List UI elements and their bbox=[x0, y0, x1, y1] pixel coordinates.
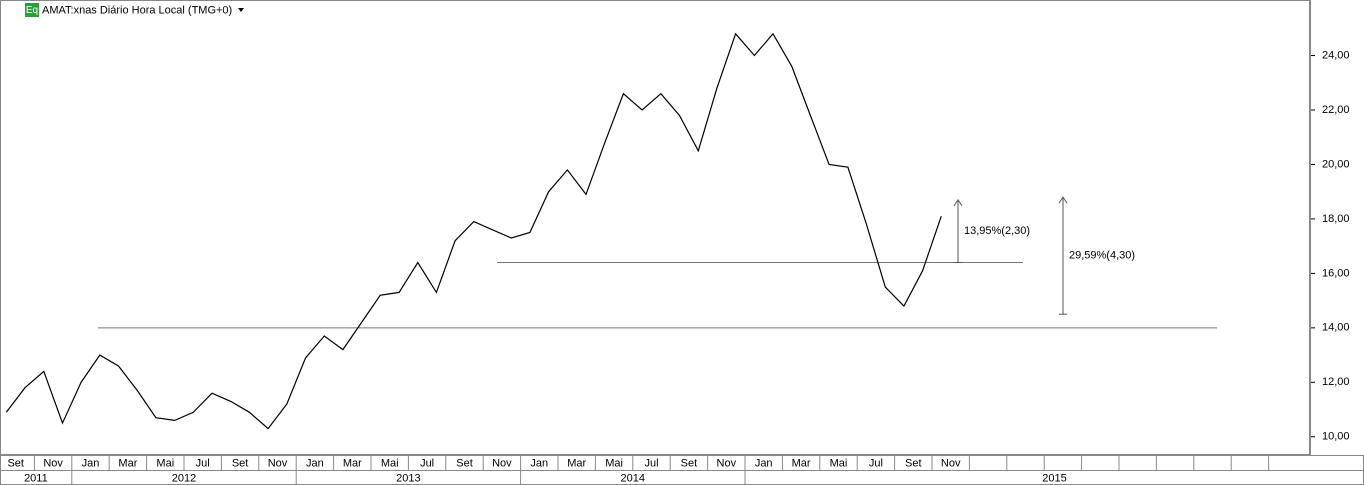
month-label: Nov bbox=[43, 457, 63, 469]
year-label: 2013 bbox=[396, 472, 420, 484]
month-label: Nov bbox=[268, 457, 288, 469]
y-tick-label: 10,00 bbox=[1322, 431, 1350, 443]
badge-box bbox=[25, 3, 39, 17]
y-tick-label: 16,00 bbox=[1322, 267, 1350, 279]
month-label: Mar bbox=[343, 457, 362, 469]
month-label: Mar bbox=[792, 457, 811, 469]
month-label: Jul bbox=[420, 457, 434, 469]
month-label: Set bbox=[681, 457, 698, 469]
annotation-label: 29,59%(4,30) bbox=[1069, 250, 1135, 262]
month-label: Mai bbox=[830, 457, 848, 469]
month-label: Set bbox=[905, 457, 922, 469]
month-label: Jul bbox=[869, 457, 883, 469]
y-tick-label: 20,00 bbox=[1322, 158, 1350, 170]
y-tick-label: 24,00 bbox=[1322, 49, 1350, 61]
arrow-head bbox=[953, 198, 963, 207]
month-label: Jan bbox=[82, 457, 100, 469]
y-axis-panel bbox=[1310, 0, 1364, 455]
month-label: Set bbox=[7, 457, 24, 469]
price-line bbox=[5, 32, 942, 430]
month-label: Mar bbox=[567, 457, 586, 469]
month-label: Nov bbox=[717, 457, 737, 469]
year-label: 2014 bbox=[621, 472, 645, 484]
dropdown-icon[interactable] bbox=[238, 8, 244, 12]
chart-title[interactable]: AMAT:xnas Diário Hora Local (TMG+0) bbox=[42, 4, 232, 16]
month-label: Jul bbox=[644, 457, 658, 469]
annotation-label: 13,95%(2,30) bbox=[964, 225, 1030, 237]
plot-frame bbox=[0, 0, 1310, 455]
month-label: Mai bbox=[381, 457, 399, 469]
month-label: Jul bbox=[196, 457, 210, 469]
month-label: Jan bbox=[530, 457, 548, 469]
month-label: Set bbox=[456, 457, 473, 469]
y-tick-label: 14,00 bbox=[1322, 322, 1350, 334]
arrow-head bbox=[1058, 196, 1068, 204]
year-label: 2015 bbox=[1042, 472, 1066, 484]
month-label: Jan bbox=[755, 457, 773, 469]
badge: Eq bbox=[26, 5, 38, 16]
month-label: Nov bbox=[492, 457, 512, 469]
y-tick-label: 12,00 bbox=[1322, 376, 1350, 388]
month-label: Set bbox=[232, 457, 249, 469]
y-tick-label: 18,00 bbox=[1322, 213, 1350, 225]
y-tick-label: 22,00 bbox=[1322, 104, 1350, 116]
month-label: Mai bbox=[605, 457, 623, 469]
month-label: Jan bbox=[306, 457, 324, 469]
year-label: 2011 bbox=[24, 472, 48, 484]
month-label: Mai bbox=[156, 457, 174, 469]
month-label: Mar bbox=[118, 457, 137, 469]
month-label: Nov bbox=[941, 457, 961, 469]
year-label: 2012 bbox=[172, 472, 196, 484]
